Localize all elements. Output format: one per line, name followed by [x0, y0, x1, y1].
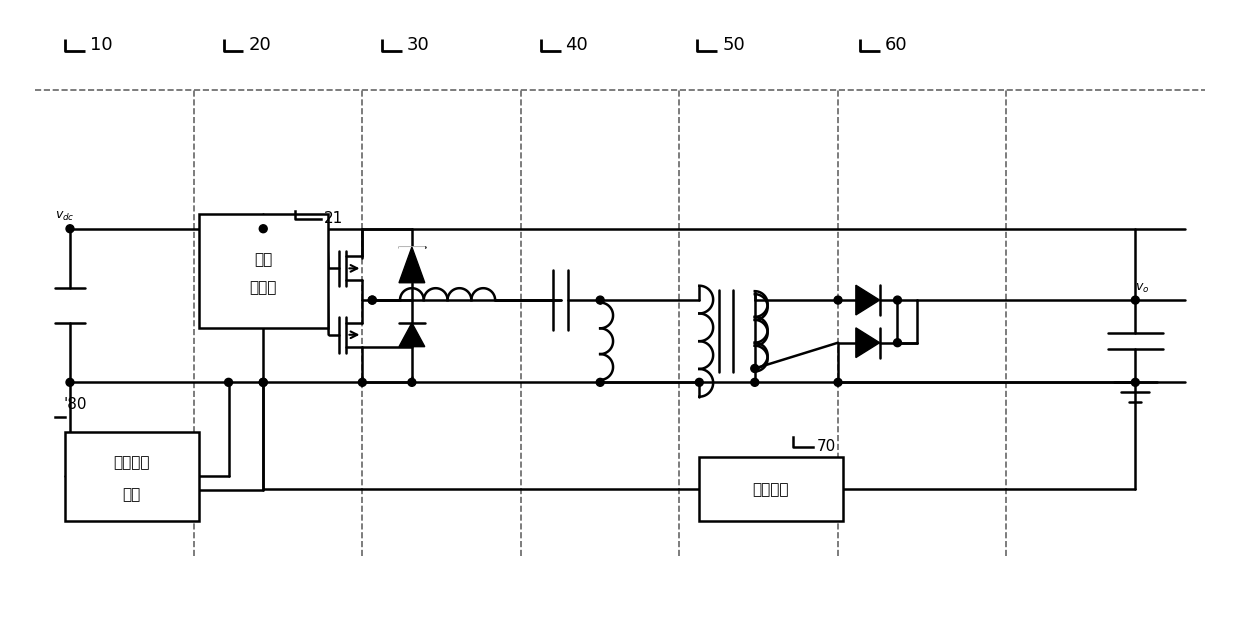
- Text: 电路: 电路: [123, 487, 140, 502]
- Polygon shape: [399, 323, 425, 347]
- Text: 反馈电路: 反馈电路: [753, 482, 789, 497]
- Text: 空载检测: 空载检测: [113, 455, 150, 470]
- Text: 10: 10: [89, 36, 113, 54]
- Text: 30: 30: [407, 36, 430, 54]
- Circle shape: [259, 225, 267, 233]
- Text: 20: 20: [248, 36, 272, 54]
- Text: 60: 60: [884, 36, 908, 54]
- Circle shape: [224, 378, 233, 386]
- Circle shape: [1131, 296, 1140, 304]
- Circle shape: [259, 378, 267, 386]
- Text: $v_o$: $v_o$: [1136, 282, 1149, 295]
- Polygon shape: [399, 247, 425, 283]
- Circle shape: [408, 378, 415, 386]
- Circle shape: [368, 296, 376, 304]
- Circle shape: [835, 296, 842, 304]
- Circle shape: [750, 365, 759, 373]
- Circle shape: [368, 296, 376, 304]
- Text: 40: 40: [565, 36, 588, 54]
- Circle shape: [596, 296, 604, 304]
- Circle shape: [66, 378, 74, 386]
- Text: 21: 21: [324, 211, 343, 226]
- Circle shape: [696, 378, 703, 386]
- Circle shape: [835, 378, 842, 386]
- Bar: [198, 214, 327, 328]
- Text: 控制器: 控制器: [249, 281, 277, 295]
- Text: 50: 50: [722, 36, 745, 54]
- Text: $v_{dc}$: $v_{dc}$: [55, 210, 74, 223]
- Circle shape: [894, 296, 901, 304]
- Circle shape: [259, 378, 267, 386]
- Text: '80: '80: [63, 397, 87, 412]
- Bar: [699, 457, 843, 521]
- Circle shape: [66, 225, 74, 233]
- Circle shape: [1131, 378, 1140, 386]
- Circle shape: [358, 378, 366, 386]
- Bar: [64, 432, 198, 521]
- Polygon shape: [399, 247, 425, 283]
- Polygon shape: [856, 328, 879, 358]
- Circle shape: [596, 378, 604, 386]
- Text: 调频: 调频: [254, 252, 273, 267]
- Circle shape: [750, 378, 759, 386]
- Text: 70: 70: [816, 439, 836, 454]
- Polygon shape: [856, 286, 879, 315]
- Circle shape: [894, 339, 901, 347]
